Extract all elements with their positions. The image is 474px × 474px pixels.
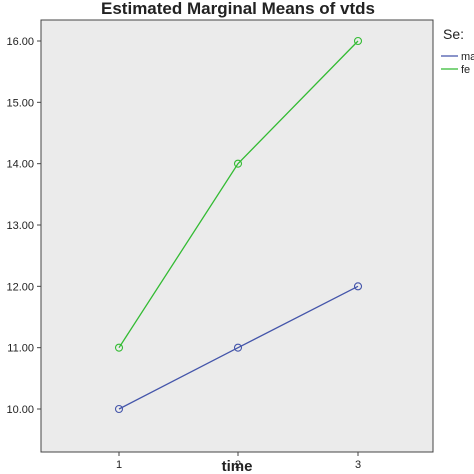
legend-title: Se:: [443, 26, 464, 42]
y-tick-label: 15.00: [6, 97, 34, 109]
x-tick-label: 2: [235, 459, 241, 471]
data-point-fe: [233, 159, 243, 168]
chart-title: Estimated Marginal Means of vtds: [101, 0, 375, 18]
y-tick-label: 13.00: [6, 220, 34, 232]
data-point-ma: [233, 343, 243, 352]
plot-area: [40, 19, 434, 453]
series-line-ma: [118, 285, 359, 410]
y-tick-label: 12.00: [6, 281, 34, 293]
x-tick-label: 3: [355, 459, 361, 471]
data-point-fe: [353, 36, 363, 46]
data-point-fe: [114, 343, 124, 352]
series-line-fe: [118, 40, 359, 349]
y-tick-label: 14.00: [6, 159, 34, 171]
y-tick-label: 16.00: [6, 36, 34, 48]
x-axis-label: time: [222, 458, 253, 474]
y-axis: 10.00 11.00 12.00 13.00 14.00 15.00 16.00: [6, 36, 41, 416]
series-group: [114, 36, 363, 414]
y-tick-label: 10.00: [6, 404, 34, 416]
legend-label-ma: ma: [461, 51, 474, 63]
data-point-ma: [353, 282, 363, 291]
x-axis: 1 2 3: [116, 452, 361, 471]
y-tick-label: 11.00: [7, 343, 34, 355]
x-tick-label: 1: [116, 459, 122, 471]
data-point-ma: [114, 404, 124, 414]
legend-label-fe: fe: [461, 64, 470, 76]
